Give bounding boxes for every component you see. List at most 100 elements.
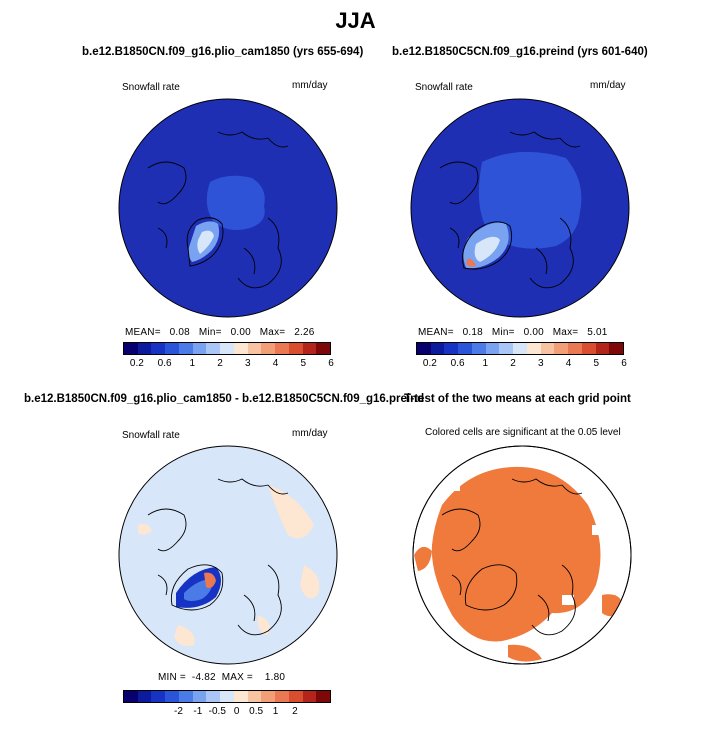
panel2-min-value: 0.00 bbox=[523, 327, 544, 338]
colorbar-swatch bbox=[540, 343, 555, 354]
colorbar-swatch bbox=[275, 691, 289, 702]
colorbar-tick-label: 5 bbox=[300, 358, 307, 369]
colorbar-swatch bbox=[192, 691, 207, 702]
colorbar-tick-label: 1 bbox=[189, 358, 196, 369]
colorbar-swatch bbox=[302, 691, 317, 702]
panel1-max-value: 2.26 bbox=[294, 327, 315, 338]
colorbar-tick-label: 6 bbox=[328, 358, 334, 369]
panel1-units-label: mm/day bbox=[292, 80, 328, 91]
colorbar-swatch bbox=[554, 343, 569, 354]
colorbar-swatch bbox=[316, 691, 331, 702]
colorbar-tick-label: 0.2 bbox=[422, 358, 437, 369]
colorbar-swatch bbox=[581, 343, 596, 354]
panel2-units-label: mm/day bbox=[590, 80, 626, 91]
panel4-nonsignificant-holes bbox=[452, 475, 600, 605]
panel2-coastlines bbox=[439, 131, 581, 289]
colorbar-swatch bbox=[316, 343, 331, 354]
colorbar-swatch bbox=[513, 343, 527, 354]
panel2-max-label: Max= bbox=[552, 327, 579, 338]
panel2-mean-label: MEAN= bbox=[418, 327, 454, 338]
panel3-greenland-positive bbox=[204, 572, 216, 589]
panel3-greenland-inner bbox=[184, 579, 213, 601]
panel2-polar-map bbox=[410, 98, 630, 318]
panel1-max-label: Max= bbox=[259, 327, 286, 338]
colorbar-swatch bbox=[124, 691, 138, 702]
panel2-stats: MEAN= 0.18 Min= 0.00 Max= 5.01 bbox=[418, 327, 608, 338]
colorbar-tick-label: 0.2 bbox=[129, 358, 144, 369]
colorbar-swatch bbox=[526, 343, 541, 354]
panel2-title: b.e12.B1850C5CN.f09_g16.preind (yrs 601-… bbox=[392, 46, 648, 58]
colorbar-swatch bbox=[568, 343, 582, 354]
colorbar-swatch bbox=[151, 343, 166, 354]
colorbar-tick-label: 1 bbox=[482, 358, 489, 369]
panel4-coastlines bbox=[441, 478, 583, 636]
panel1-mean-value: 0.08 bbox=[169, 327, 190, 338]
panel1-arctic-ocean-region bbox=[206, 175, 265, 230]
panel3-title: b.e12.B1850CN.f09_g16.plio_cam1850 - b.e… bbox=[24, 393, 425, 405]
panel1-polar-map bbox=[118, 98, 338, 318]
panel1-colorbar-ticks: 0.2 0.6 1 2 3 4 5 6 bbox=[123, 358, 334, 372]
colorbar-swatch bbox=[233, 343, 248, 354]
colorbar-swatch bbox=[178, 691, 193, 702]
colorbar-tick-label: 6 bbox=[621, 358, 627, 369]
panel3-max-value: 1.80 bbox=[264, 672, 286, 683]
colorbar-swatch bbox=[137, 691, 152, 702]
panel3-map-background bbox=[118, 445, 338, 665]
panel2-colorbar-ticks: 0.2 0.6 1 2 3 4 5 6 bbox=[416, 358, 627, 372]
colorbar-swatch bbox=[302, 343, 317, 354]
colorbar-swatch bbox=[288, 691, 303, 702]
panel3-units-label: mm/day bbox=[292, 428, 328, 439]
panel3-max-label: MAX = bbox=[221, 672, 253, 683]
colorbar-tick-label: 5 bbox=[593, 358, 600, 369]
page-title: JJA bbox=[335, 8, 376, 33]
colorbar-tick-label: -2 bbox=[174, 706, 183, 717]
panel1-coastlines bbox=[147, 131, 289, 289]
panel2-variable-label: Snowfall rate bbox=[415, 82, 473, 93]
colorbar-tick-label: 3 bbox=[538, 358, 544, 369]
panel3-coastlines bbox=[147, 478, 289, 636]
colorbar-swatch bbox=[137, 343, 152, 354]
colorbar-swatch bbox=[233, 691, 248, 702]
colorbar-swatch bbox=[261, 343, 276, 354]
colorbar-swatch bbox=[485, 343, 500, 354]
panel2-greenland-core bbox=[474, 236, 500, 262]
panel1-min-value: 0.00 bbox=[230, 327, 251, 338]
colorbar-tick-label: 2 bbox=[292, 706, 298, 717]
panel1-greenland-core bbox=[197, 230, 214, 254]
panel2-mean-value: 0.18 bbox=[462, 327, 483, 338]
colorbar-swatch bbox=[444, 343, 459, 354]
colorbar-swatch bbox=[206, 343, 221, 354]
panel1-min-label: Min= bbox=[198, 327, 222, 338]
colorbar-tick-label: 3 bbox=[245, 358, 251, 369]
colorbar-swatch bbox=[178, 343, 193, 354]
colorbar-swatch bbox=[165, 691, 179, 702]
panel3-variable-label: Snowfall rate bbox=[122, 430, 180, 441]
panel4-polar-map bbox=[412, 445, 632, 665]
panel1-title: b.e12.B1850CN.f09_g16.plio_cam1850 (yrs … bbox=[82, 46, 364, 58]
colorbar-swatch bbox=[458, 343, 472, 354]
panel2-greenland-max bbox=[466, 258, 476, 267]
panel1-colorbar bbox=[123, 342, 331, 355]
panel3-min-label: MIN = bbox=[158, 672, 186, 683]
colorbar-tick-label: 1 bbox=[272, 706, 279, 717]
colorbar-swatch bbox=[192, 343, 207, 354]
panel2-min-label: Min= bbox=[491, 327, 515, 338]
colorbar-swatch bbox=[247, 343, 262, 354]
colorbar-swatch bbox=[288, 343, 303, 354]
colorbar-tick-label: 2 bbox=[217, 358, 223, 369]
panel3-min-value: -4.82 bbox=[191, 672, 216, 683]
panel3-colorbar-ticks: -2 -1 -0.5 0 0.5 1 2 bbox=[123, 706, 331, 720]
colorbar-tick-label: -1 bbox=[193, 706, 203, 717]
panel1-stats: MEAN= 0.08 Min= 0.00 Max= 2.26 bbox=[125, 327, 315, 338]
panel1-variable-label: Snowfall rate bbox=[122, 82, 180, 93]
colorbar-tick-label: 2 bbox=[510, 358, 516, 369]
colorbar-tick-label: 0.5 bbox=[249, 706, 264, 717]
colorbar-swatch bbox=[206, 691, 221, 702]
colorbar-tick-label: 0 bbox=[233, 706, 240, 717]
colorbar-tick-label: 0.6 bbox=[157, 358, 172, 369]
colorbar-swatch bbox=[220, 691, 234, 702]
colorbar-swatch bbox=[151, 691, 166, 702]
panel2-max-value: 5.01 bbox=[587, 327, 608, 338]
panel4-note: Colored cells are significant at the 0.0… bbox=[425, 427, 621, 438]
colorbar-tick-label: 4 bbox=[565, 358, 572, 369]
